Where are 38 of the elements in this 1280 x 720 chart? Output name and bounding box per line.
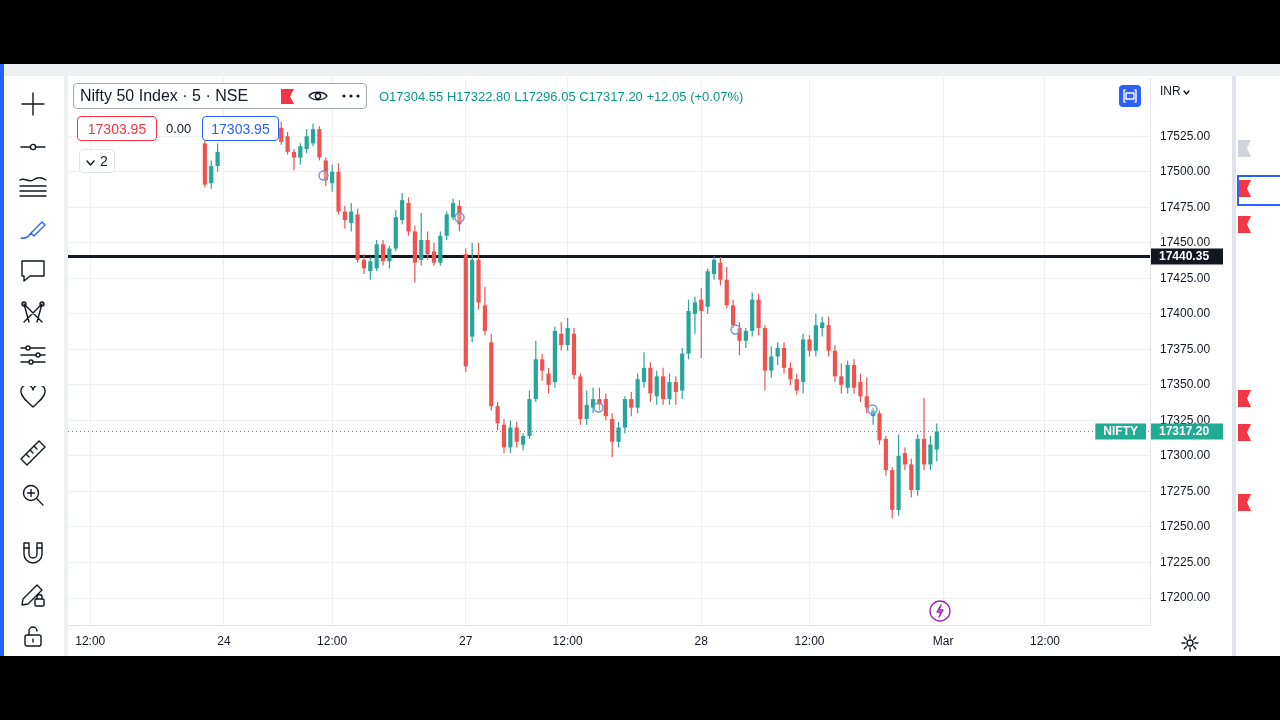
y-tick-label: 17300.00 [1160, 448, 1211, 463]
text: Nifty 50 Index · 5 · NSE [80, 87, 249, 105]
x-tick-label: 27 [459, 633, 473, 648]
candlestick [921, 397, 927, 471]
ref-line-label: 17440.35 [1159, 249, 1210, 264]
ref-line-label: 17317.20 [1159, 424, 1210, 439]
candlestick [291, 149, 297, 171]
x-tick-label: 28 [694, 633, 709, 648]
x-tick-label: 12:00 [552, 633, 583, 648]
x-tick-label: 12:00 [317, 633, 348, 648]
y-tick-label: 17225.00 [1160, 554, 1211, 569]
annotation: 2 [100, 153, 108, 169]
x-tick-label: 12:00 [75, 633, 106, 648]
x-tick-label: Mar [932, 633, 954, 648]
y-tick-label: 17350.00 [1160, 377, 1211, 392]
annotation: 17303.95 [211, 120, 270, 137]
y-tick-label: 17325.00 [1160, 412, 1211, 427]
y-tick-label: 17500.00 [1160, 164, 1211, 179]
x-tick-label: 24 [217, 633, 231, 648]
y-tick-label: 17525.00 [1160, 128, 1211, 143]
y-tick-label: 17475.00 [1160, 199, 1211, 214]
y-tick-label: 17450.00 [1160, 235, 1211, 250]
y-tick-label: 17275.00 [1160, 483, 1211, 498]
x-tick-label: 12:00 [794, 633, 825, 648]
annotation: 17303.95 [87, 120, 147, 137]
candlestick [641, 352, 647, 388]
annotation: 0.00 [166, 121, 192, 136]
y-tick-label: 17400.00 [1160, 306, 1211, 321]
y-tick-label: 17375.00 [1160, 341, 1211, 356]
x-tick-label: 12:00 [1029, 633, 1061, 648]
y-tick-label: 17250.00 [1160, 519, 1211, 534]
text: O17304.55 H17322.80 L17296.05 C17317.20 +12.05 (+0.07%) [379, 89, 744, 104]
y-tick-label: 17425.00 [1160, 270, 1211, 285]
candlestick [590, 387, 596, 414]
annotation: NIFTY [1103, 424, 1138, 439]
text: INR [1160, 84, 1181, 98]
candlestick [692, 296, 698, 334]
y-tick-label: 17200.00 [1160, 590, 1211, 605]
